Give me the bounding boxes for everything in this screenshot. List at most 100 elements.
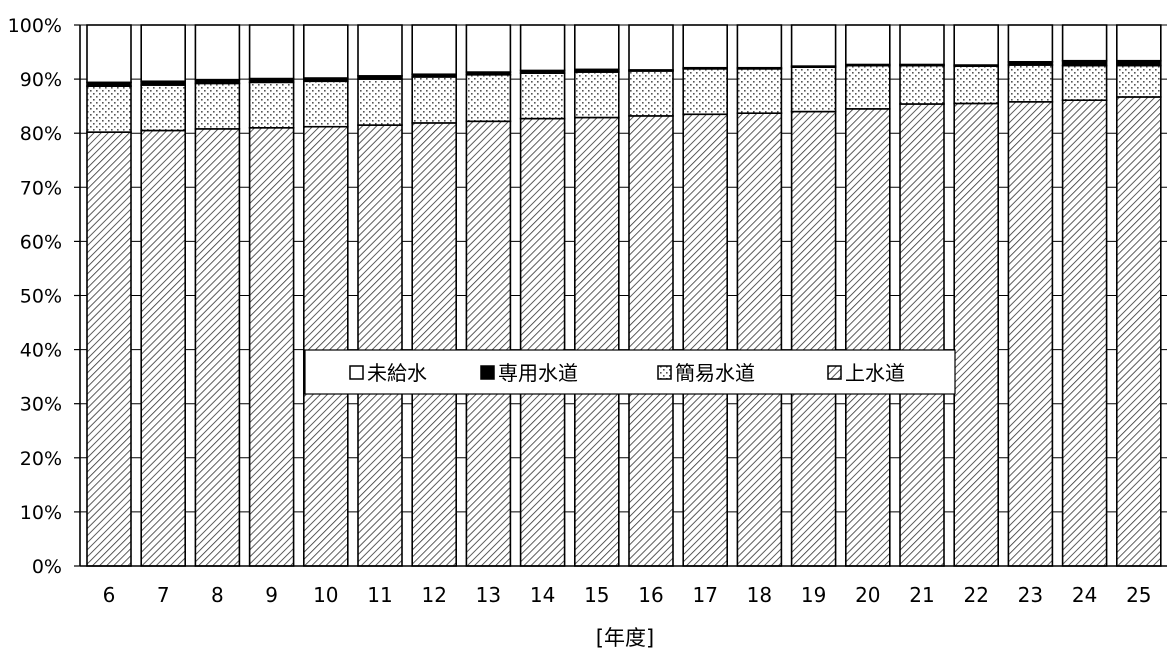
x-tick-label: 15 bbox=[584, 583, 609, 607]
legend-label: 専用水道 bbox=[498, 361, 578, 385]
legend-swatch bbox=[657, 365, 672, 380]
bar-segment bbox=[1116, 96, 1162, 567]
bar-segment bbox=[790, 110, 837, 567]
gridlines bbox=[80, 24, 1167, 567]
bar-segment bbox=[790, 66, 837, 113]
x-tick-label: 20 bbox=[855, 583, 880, 607]
bar-segment bbox=[357, 78, 403, 126]
bar-segment bbox=[86, 85, 132, 133]
bar-segment bbox=[953, 102, 1000, 567]
bar-segment bbox=[248, 24, 295, 80]
bar-segment bbox=[194, 24, 241, 81]
x-tick-label: 12 bbox=[421, 583, 446, 607]
legend-box bbox=[304, 349, 956, 395]
bar-segment bbox=[628, 24, 674, 71]
y-axis-tick-labels: 0% 10% 20% 30% 40% 50% 60% 70% 80% 90% 100% bbox=[8, 15, 62, 578]
x-tick-label: 13 bbox=[476, 583, 501, 607]
legend-label: 未給水 bbox=[367, 361, 427, 385]
bar-segment bbox=[628, 70, 674, 117]
bar-segment bbox=[899, 64, 945, 105]
bar-segment bbox=[1007, 64, 1054, 103]
x-tick-label: 7 bbox=[157, 583, 170, 607]
legend: 未給水 専用水道 簡易水道 上水道 bbox=[304, 349, 956, 395]
bar-segment bbox=[411, 122, 458, 567]
bar-segment bbox=[682, 24, 729, 69]
y-tick-label: 40% bbox=[20, 340, 62, 362]
y-tick-label: 50% bbox=[20, 286, 62, 308]
bar-segment bbox=[302, 80, 349, 128]
bar-segment bbox=[736, 112, 783, 567]
x-tick-label: 23 bbox=[1018, 583, 1043, 607]
bar-segment bbox=[465, 73, 512, 123]
bar-segment bbox=[248, 126, 295, 567]
bar-segment bbox=[519, 117, 566, 567]
x-axis-tick-labels: 6 7 8 9 10 11 12 13 14 15 16 17 18 19 20 21 22 23 24 25 bbox=[103, 583, 1152, 607]
x-tick-label: 11 bbox=[367, 583, 392, 607]
bar-segment bbox=[86, 131, 132, 567]
legend-label: 簡易水道 bbox=[675, 361, 755, 385]
bar-segment bbox=[682, 68, 729, 116]
bar-segment bbox=[194, 82, 241, 130]
x-tick-label: 8 bbox=[211, 583, 224, 607]
x-tick-label: 24 bbox=[1072, 583, 1097, 607]
bar-segment bbox=[953, 65, 1000, 105]
bar-segment bbox=[844, 108, 891, 567]
bar-segment bbox=[628, 115, 674, 567]
y-tick-label: 30% bbox=[20, 394, 62, 416]
y-tick-label: 90% bbox=[20, 69, 62, 91]
bar-segment bbox=[140, 24, 186, 83]
bar-segment bbox=[1061, 24, 1108, 62]
y-tick-label: 80% bbox=[20, 123, 62, 145]
bar-segment bbox=[1061, 64, 1108, 101]
bar-segment bbox=[194, 128, 241, 567]
bar-segment bbox=[302, 125, 349, 567]
bar-segment bbox=[682, 113, 729, 567]
legend-swatch bbox=[827, 365, 842, 380]
bar-segment bbox=[1061, 99, 1108, 567]
bar-segment bbox=[736, 68, 783, 114]
y-tick-label: 0% bbox=[32, 556, 62, 578]
legend-swatch bbox=[480, 365, 495, 380]
y-tick-label: 60% bbox=[20, 231, 62, 253]
y-tick-label: 10% bbox=[20, 502, 62, 524]
bar-segment bbox=[411, 76, 458, 124]
bar-segment bbox=[357, 124, 403, 567]
bar-segment bbox=[465, 24, 512, 73]
x-tick-label: 21 bbox=[909, 583, 934, 607]
x-tick-label: 18 bbox=[747, 583, 772, 607]
x-tick-label: 19 bbox=[801, 583, 826, 607]
x-axis-title: [年度] bbox=[596, 626, 654, 650]
x-tick-label: 17 bbox=[692, 583, 717, 607]
x-tick-label: 16 bbox=[638, 583, 663, 607]
y-tick-label: 100% bbox=[8, 15, 62, 37]
bar-segment bbox=[1116, 24, 1162, 62]
bar-segment bbox=[465, 120, 512, 567]
bar-segment bbox=[140, 129, 186, 567]
bar-segment bbox=[1007, 101, 1054, 567]
bar-segment bbox=[411, 24, 458, 76]
bar-segment bbox=[357, 24, 403, 77]
bar-segment bbox=[844, 24, 891, 66]
bar-segment bbox=[519, 24, 566, 72]
legend-swatch bbox=[349, 365, 364, 380]
bar-segment bbox=[1007, 24, 1054, 63]
bar-segment bbox=[1116, 64, 1162, 98]
bar-segment bbox=[899, 103, 945, 567]
bar-segment bbox=[302, 24, 349, 79]
legend-label: 上水道 bbox=[845, 361, 905, 385]
bar-segment bbox=[573, 24, 620, 71]
bar-segment bbox=[953, 24, 1000, 66]
x-tick-label: 25 bbox=[1126, 583, 1151, 607]
bar-segment bbox=[790, 24, 837, 67]
bar-segment bbox=[519, 72, 566, 120]
x-tick-label: 22 bbox=[963, 583, 988, 607]
x-tick-label: 10 bbox=[313, 583, 338, 607]
bar-segment bbox=[899, 24, 945, 66]
bar-segment bbox=[573, 71, 620, 119]
bar-segment bbox=[86, 24, 132, 84]
x-tick-label: 14 bbox=[530, 583, 555, 607]
x-tick-label: 9 bbox=[265, 583, 278, 607]
y-tick-label: 20% bbox=[20, 448, 62, 470]
